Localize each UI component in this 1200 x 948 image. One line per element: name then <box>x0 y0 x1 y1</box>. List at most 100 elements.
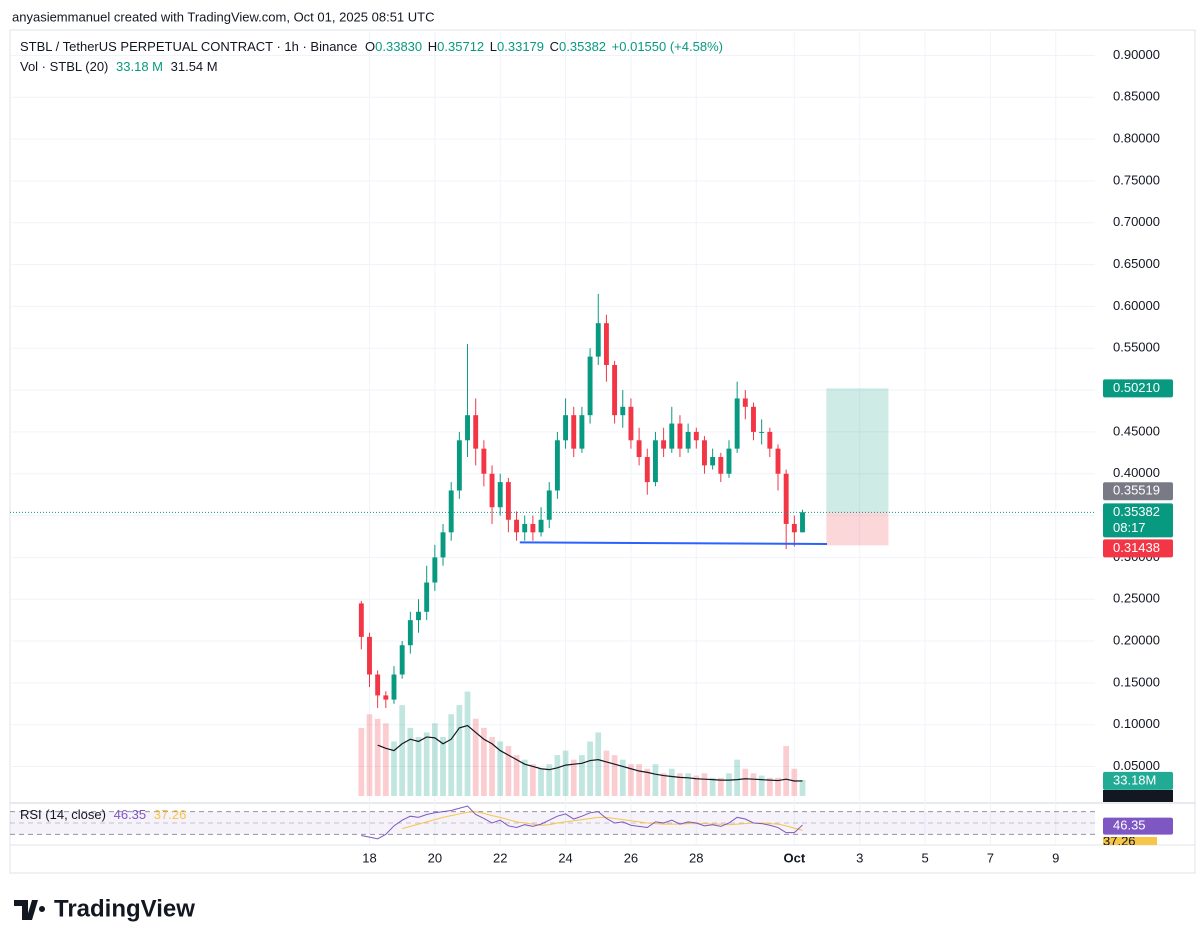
x-tick-label: 22 <box>493 850 507 865</box>
y-tick-label: 0.60000 <box>1113 298 1160 313</box>
candle-body <box>734 398 740 449</box>
rsi-band <box>10 811 1095 835</box>
volume-bar <box>677 773 683 796</box>
y-tick-label: 0.55000 <box>1113 340 1160 355</box>
volume-bar <box>382 723 389 796</box>
y-tick-label: 0.20000 <box>1113 632 1160 647</box>
volume-bar <box>374 718 381 796</box>
rsi-ma-value: 37.26 <box>154 807 187 822</box>
volume-bar <box>668 768 675 796</box>
volume-bar <box>685 773 691 796</box>
position-stop-zone <box>826 512 889 546</box>
y-tick-label: 0.25000 <box>1113 591 1160 606</box>
candle-body <box>587 356 593 416</box>
candle-body <box>669 423 675 449</box>
volume-bar <box>358 727 365 796</box>
x-tick-label: Oct <box>784 850 806 865</box>
rsi-name: RSI (14, close) <box>20 807 106 822</box>
volume-label: 33.18M <box>1113 772 1156 787</box>
last-price-label: 0.35382 <box>1113 504 1160 519</box>
y-tick-label: 0.65000 <box>1113 256 1160 271</box>
candle-body <box>522 523 528 533</box>
candle-body <box>791 523 797 533</box>
volume-bar <box>505 746 512 796</box>
vol-value: 33.18 M <box>116 59 163 74</box>
position-target-zone <box>826 388 889 513</box>
volume-bar <box>456 705 463 796</box>
rsi-line <box>361 805 803 840</box>
c-value: 0.35382 <box>559 39 606 54</box>
candle-body <box>505 482 511 520</box>
candle-body <box>767 431 773 449</box>
rsi-ma-line <box>402 811 803 831</box>
candle-body <box>440 532 446 558</box>
x-tick-label: 9 <box>1052 850 1059 865</box>
rsi-ma-label: 37.26 <box>1103 833 1136 848</box>
volume-bar <box>783 746 790 796</box>
x-tick-label: 7 <box>987 850 994 865</box>
candle-body <box>693 431 699 441</box>
volume-bar <box>546 764 553 796</box>
volume-bar <box>766 777 773 796</box>
candle-body <box>481 448 487 474</box>
labels: 0.050000.100000.150000.200000.250000.300… <box>362 47 1173 865</box>
y-tick-label: 0.40000 <box>1113 465 1160 480</box>
volume-bar <box>497 741 504 796</box>
h-value: 0.35712 <box>437 39 484 54</box>
volume-bar <box>750 773 757 796</box>
candle-body <box>603 323 609 365</box>
volume-bar <box>530 764 536 796</box>
y-tick-label: 0.15000 <box>1113 674 1160 689</box>
volume-bar <box>611 755 618 796</box>
candle-body <box>563 415 569 441</box>
volume-bar <box>734 759 741 796</box>
last-price-label-countdown: 08:17 <box>1113 520 1146 535</box>
o-label: O <box>365 39 375 54</box>
candle-body <box>783 473 789 524</box>
candle-body <box>595 323 601 357</box>
support-line <box>519 541 828 546</box>
volume-bar <box>742 768 749 796</box>
y-tick-label: 0.45000 <box>1113 423 1160 438</box>
l-value: 0.33179 <box>497 39 544 54</box>
volume-bar <box>709 777 716 796</box>
y-tick-label: 0.85000 <box>1113 89 1160 104</box>
candle-body <box>652 440 658 483</box>
volume-bar <box>366 714 373 796</box>
volume-bar <box>587 741 593 796</box>
attribution: anyasiemmanuel created with TradingView.… <box>12 9 434 24</box>
x-tick-label: 28 <box>689 850 703 865</box>
volume-bar <box>693 775 700 796</box>
volume-bar <box>644 768 651 796</box>
candle-body <box>358 603 364 637</box>
volume-bar <box>775 777 781 796</box>
candle-body <box>416 611 421 621</box>
logo-mark <box>14 900 46 920</box>
target-price-label-box <box>1103 379 1173 398</box>
candle-body <box>448 490 454 533</box>
change: +0.01550 (+4.58%) <box>612 39 723 54</box>
candle-body <box>391 674 397 700</box>
candle-body <box>554 440 560 491</box>
logo-text: TradingView <box>54 895 195 922</box>
volume-bar <box>489 736 495 796</box>
volume-bar <box>579 755 585 796</box>
volume-bar <box>431 723 438 796</box>
plot <box>10 293 1095 840</box>
candle-body <box>514 519 520 533</box>
x-tick-label: 24 <box>558 850 572 865</box>
candle-body <box>473 415 479 449</box>
x-tick-label: 3 <box>856 850 863 865</box>
candle-body <box>710 457 716 466</box>
candle-body <box>383 695 389 700</box>
volume-legend: Vol · STBL (20) 33.18 M 31.54 M <box>20 59 218 74</box>
y-tick-label: 0.75000 <box>1113 172 1160 187</box>
marker-price-label-box <box>1103 482 1173 501</box>
volume-bar <box>521 759 528 796</box>
vol-name: Vol · STBL (20) <box>20 59 108 74</box>
rsi-legend: RSI (14, close) 46.35 37.26 <box>20 807 186 822</box>
target-price-label: 0.50210 <box>1113 380 1160 395</box>
x-tick-label: 18 <box>362 850 376 865</box>
candle-body <box>465 415 470 441</box>
